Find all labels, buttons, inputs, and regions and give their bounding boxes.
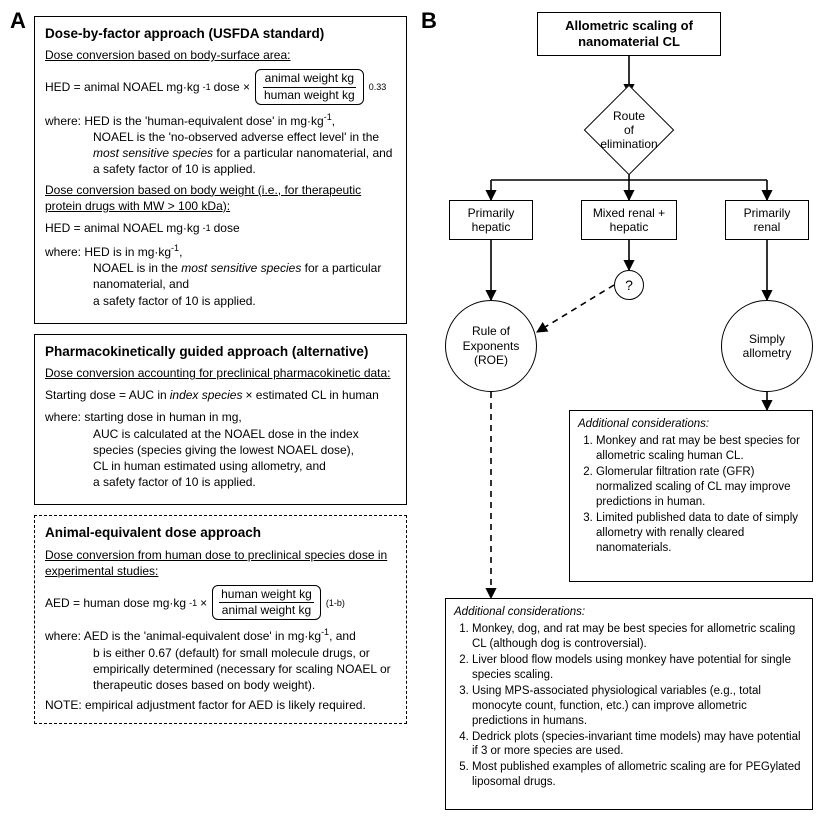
flowchart: Allometric scaling of nanomaterial CL Rou…: [445, 12, 813, 812]
box3-note: NOTE: empirical adjustment factor for AE…: [45, 697, 396, 713]
figure: A Dose-by-factor approach (USFDA standar…: [12, 12, 813, 812]
box3-sub1: Dose conversion from human dose to precl…: [45, 547, 396, 579]
node-route-wrap: Routeof elimination: [597, 98, 661, 162]
b3f-mid: ×: [200, 595, 207, 611]
b3f-exp: (1-b): [326, 597, 345, 609]
cons2-list: Monkey, dog, and rat may be best species…: [454, 622, 804, 790]
box-pk-guided: Pharmacokinetically guided approach (alt…: [34, 334, 407, 506]
panel-b: B Allometric scaling of nanomaterial CLR…: [423, 12, 813, 812]
considerations-hepatic: Additional considerations: Monkey, dog, a…: [445, 598, 813, 810]
cons2-item-0: Monkey, dog, and rat may be best species…: [472, 622, 804, 652]
box1-sub2: Dose conversion based on body weight (i.…: [45, 182, 396, 214]
cons2-item-1: Liver blood flow models using monkey hav…: [472, 653, 804, 683]
panel-a-content: Dose-by-factor approach (USFDA standard)…: [34, 16, 407, 724]
b3f-num: human weight kg: [219, 588, 314, 603]
node-simply: Simply allometry: [721, 300, 813, 392]
w2l2: NOAEL is in the most sensitive species f…: [45, 260, 396, 276]
cons1-list: Monkey and rat may be best species for a…: [578, 434, 804, 556]
node-hepatic: Primarily hepatic: [449, 200, 533, 240]
w2l3: nanomaterial, and: [45, 276, 396, 292]
w1l4: a safety factor of 10 is applied.: [45, 161, 396, 177]
box-aed: Animal-equivalent dose approach Dose con…: [34, 515, 407, 724]
b3w2: b is either 0.67 (default) for small mol…: [45, 645, 396, 661]
f1-sup: -1: [203, 81, 211, 93]
f1-den: human weight kg: [262, 88, 357, 102]
w1l3: most sensitive species for a particular …: [45, 145, 396, 161]
box2-formula: Starting dose = AUC in index species × e…: [45, 387, 396, 403]
b3f-lhs: AED = human dose mg·kg: [45, 595, 186, 611]
panel-a-label: A: [10, 8, 26, 34]
box3-formula: AED = human dose mg·kg-1 × human weight …: [45, 585, 396, 620]
panel-a: A Dose-by-factor approach (USFDA standar…: [12, 12, 407, 812]
box1-sub1: Dose conversion based on body-surface ar…: [45, 47, 396, 63]
box2-where: where: starting dose in human in mg, AUC…: [45, 409, 396, 490]
panel-b-label: B: [421, 8, 437, 34]
b3f-den: animal weight kg: [220, 603, 313, 617]
box1-title: Dose-by-factor approach (USFDA standard): [45, 25, 396, 43]
box1-formula2: HED = animal NOAEL mg·kg-1 dose: [45, 220, 396, 236]
w2l1: where: HED is in mg·kg-1,: [45, 242, 396, 260]
node-route-label: Routeof elimination: [597, 98, 661, 162]
box-dose-by-factor: Dose-by-factor approach (USFDA standard)…: [34, 16, 407, 324]
box1-where1: where: HED is the 'human-equivalent dose…: [45, 111, 396, 178]
b3w1: where: AED is the 'animal-equivalent dos…: [45, 626, 396, 644]
f1-exp: 0.33: [369, 81, 387, 93]
f2-sup: -1: [203, 222, 211, 234]
cons2-item-3: Dedrick plots (species-invariant time mo…: [472, 730, 804, 760]
cons1-item-1: Glomerular filtration rate (GFR) normali…: [596, 465, 804, 510]
cons1-item-2: Limited published data to date of simply…: [596, 511, 804, 556]
b2w1: where: starting dose in human in mg,: [45, 409, 396, 425]
b3f-frac: human weight kg animal weight kg: [212, 585, 321, 620]
cons2-item-2: Using MPS-associated physiological varia…: [472, 684, 804, 729]
node-renal: Primarily renal: [725, 200, 809, 240]
w2l4: a safety factor of 10 is applied.: [45, 293, 396, 309]
f1-frac: animal weight kg human weight kg: [255, 69, 364, 104]
b3f-sup: -1: [189, 597, 197, 609]
w1l2: NOAEL is the 'no-observed adverse effect…: [45, 129, 396, 145]
f1-lhs: HED = animal NOAEL mg·kg: [45, 79, 200, 95]
node-mixed: Mixed renal + hepatic: [581, 200, 677, 240]
f2-tail: dose: [214, 220, 240, 236]
node-title: Allometric scaling of nanomaterial CL: [537, 12, 721, 56]
box3-where: where: AED is the 'animal-equivalent dos…: [45, 626, 396, 693]
b2w3: species (species giving the lowest NOAEL…: [45, 442, 396, 458]
f1-mid: dose ×: [214, 79, 250, 95]
considerations-renal: Additional considerations: Monkey and rat…: [569, 410, 813, 582]
box1-formula1: HED = animal NOAEL mg·kg-1 dose × animal…: [45, 69, 396, 104]
node-question: ?: [614, 270, 644, 300]
node-roe: Rule of Exponents (ROE): [445, 300, 537, 392]
f2: HED = animal NOAEL mg·kg: [45, 220, 200, 236]
b3w4: therapeutic doses based on body weight).: [45, 677, 396, 693]
cons1-title: Additional considerations:: [578, 417, 804, 432]
b2w4: CL in human estimated using allometry, a…: [45, 458, 396, 474]
box2-sub1: Dose conversion accounting for preclinic…: [45, 365, 396, 381]
b2w5: a safety factor of 10 is applied.: [45, 474, 396, 490]
box1-where2: where: HED is in mg·kg-1, NOAEL is in th…: [45, 242, 396, 309]
cons2-item-4: Most published examples of allometric sc…: [472, 760, 804, 790]
cons1-item-0: Monkey and rat may be best species for a…: [596, 434, 804, 464]
b3w3: empirically determined (necessary for sc…: [45, 661, 396, 677]
b2w2: AUC is calculated at the NOAEL dose in t…: [45, 426, 396, 442]
w1l1: where: HED is the 'human-equivalent dose…: [45, 111, 396, 129]
box2-title: Pharmacokinetically guided approach (alt…: [45, 343, 396, 361]
f1-num: animal weight kg: [263, 72, 356, 87]
box3-title: Animal-equivalent dose approach: [45, 524, 396, 542]
cons2-title: Additional considerations:: [454, 605, 804, 620]
